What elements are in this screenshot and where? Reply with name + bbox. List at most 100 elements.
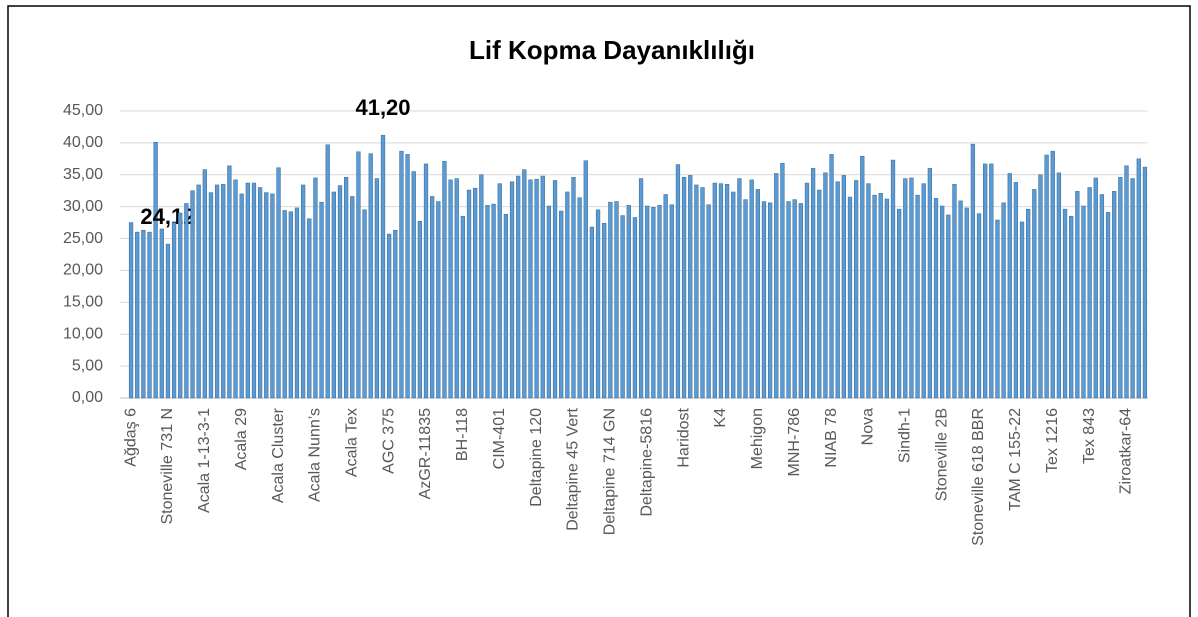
bar (141, 229, 146, 399)
bar (380, 134, 386, 399)
bar (337, 185, 343, 399)
bar (958, 200, 963, 399)
bar (731, 191, 736, 399)
bar (755, 189, 760, 399)
bar (448, 179, 453, 399)
x-tick-label: Sindh-1 (897, 408, 914, 463)
y-tick-label: 0,00 (72, 389, 103, 406)
bar (602, 222, 607, 399)
bar (257, 187, 263, 399)
bar (221, 184, 226, 399)
bar (1118, 177, 1123, 399)
x-tick-label: Deltapine 120 (528, 408, 545, 507)
x-tick-label: Stoneville 2B (933, 408, 950, 501)
bar (128, 222, 134, 399)
bar (976, 213, 982, 399)
x-tick-label: Deltapine-5816 (638, 408, 655, 517)
bar (276, 167, 281, 399)
bar (952, 184, 957, 399)
bar (282, 210, 287, 399)
bar (214, 184, 220, 399)
bar (681, 177, 687, 399)
bar (1099, 194, 1105, 399)
bar (675, 164, 681, 399)
bar (583, 160, 588, 399)
bar (147, 231, 152, 399)
x-tick-label: Ziroatkar-64 (1118, 408, 1135, 494)
x-tick-label: Deltapine 714 GN (602, 408, 619, 535)
bar (614, 201, 619, 399)
bar (368, 153, 373, 399)
bar (632, 217, 638, 399)
x-tick-label: Mehigon (749, 408, 766, 469)
bar (466, 189, 472, 399)
bar (565, 191, 570, 399)
bar (1112, 191, 1117, 399)
bar (245, 182, 250, 399)
bar (540, 175, 545, 399)
bar (270, 193, 275, 399)
bar (774, 173, 779, 399)
bar (688, 175, 693, 399)
bar (767, 202, 773, 399)
bar (1136, 158, 1141, 399)
bar (884, 198, 889, 399)
x-tick-label: Nova (860, 408, 877, 445)
y-tick-label: 40,00 (63, 134, 103, 151)
bar (792, 199, 797, 399)
bar (571, 177, 576, 399)
x-tick-label: Haridost (675, 407, 692, 467)
bar (423, 163, 429, 399)
bar (1001, 202, 1006, 399)
bar (933, 198, 939, 399)
bar (853, 180, 859, 399)
bar (171, 222, 177, 399)
bar (663, 194, 668, 399)
x-tick-label: AzGR-11835 (417, 408, 434, 499)
x-tick-label: Acala Tex (343, 408, 360, 477)
bar (638, 178, 644, 399)
bar (866, 183, 871, 399)
x-tick-label: NIAB 78 (823, 408, 840, 468)
bar (761, 201, 767, 399)
bar (890, 159, 896, 399)
bar (208, 192, 214, 399)
bar (350, 196, 355, 399)
bar (417, 221, 423, 399)
bar (915, 194, 920, 399)
bar (405, 154, 410, 399)
bar (1124, 165, 1129, 399)
bar (1075, 191, 1080, 399)
bar (516, 175, 521, 399)
bar (817, 189, 822, 399)
bar (546, 205, 552, 399)
x-tick-label: Stoneville 731 N (159, 408, 176, 525)
bar (626, 205, 631, 399)
bar (712, 182, 717, 399)
bar (251, 182, 257, 399)
bar (362, 209, 367, 399)
bar (300, 184, 306, 399)
bar (411, 171, 416, 399)
bar (835, 181, 840, 399)
bar (159, 228, 164, 399)
bar (743, 199, 748, 399)
bar (165, 243, 171, 399)
bar (786, 201, 791, 399)
bar (909, 177, 914, 399)
bar (657, 205, 662, 399)
bar (823, 172, 828, 399)
bar (190, 190, 195, 399)
y-tick-label: 45,00 (63, 102, 103, 119)
bar (178, 212, 183, 399)
bar (749, 179, 754, 399)
bar (1026, 208, 1031, 399)
bar (989, 163, 994, 399)
bar (995, 219, 1000, 399)
x-tick-label: Tex 843 (1081, 408, 1098, 464)
bar (878, 192, 883, 399)
bar (1069, 215, 1074, 399)
bar (184, 203, 189, 399)
bar (356, 151, 361, 399)
bar (970, 143, 976, 399)
